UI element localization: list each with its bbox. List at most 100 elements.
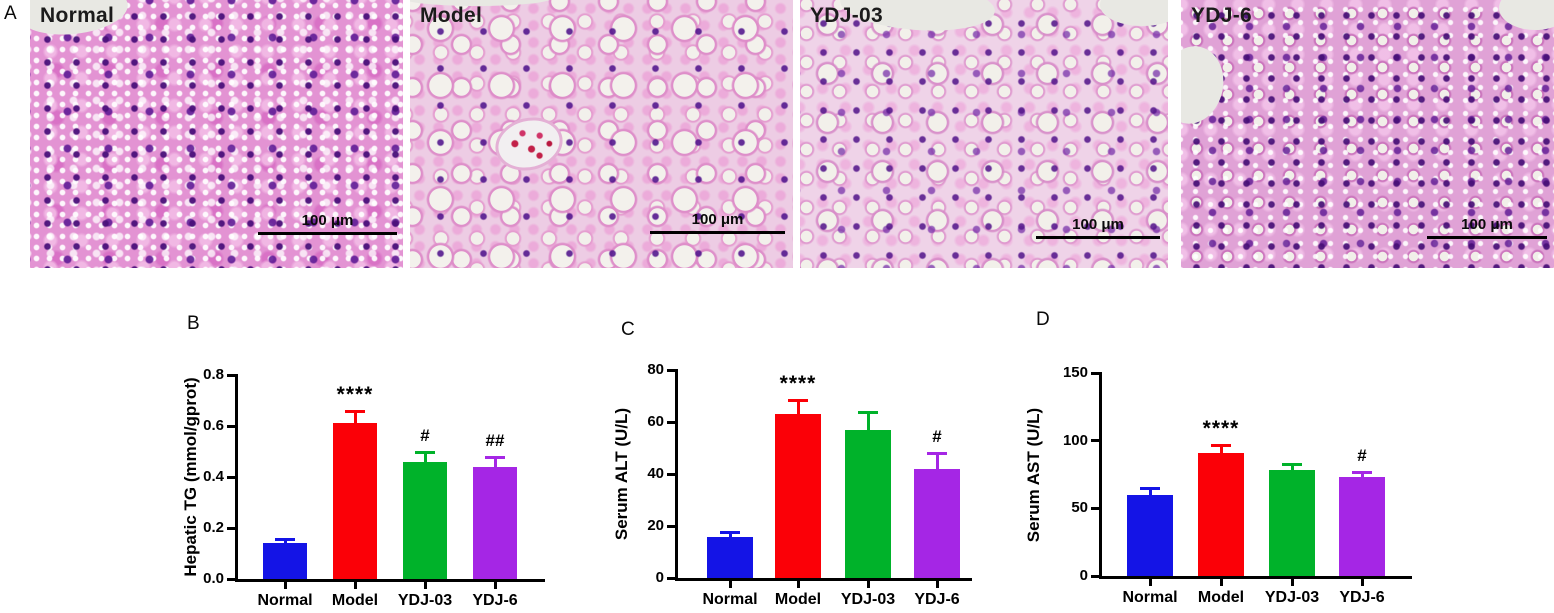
y-tick: [227, 424, 236, 428]
significance-annotation: #: [420, 425, 430, 445]
x-axis: [675, 578, 972, 581]
y-tick-label: 0.2: [203, 519, 224, 536]
error-bar: [423, 451, 427, 471]
y-tick-label: 0: [1079, 567, 1088, 584]
error-bar-cap: [788, 398, 808, 402]
scale-bar-label: 100 μm: [301, 212, 354, 229]
error-bar: [353, 410, 357, 433]
error-bar: [935, 453, 939, 478]
histology-label-ydj6: YDJ-6: [1191, 4, 1253, 27]
x-axis: [235, 579, 545, 582]
significance-annotation: ****: [779, 371, 817, 395]
scale-bar-line: [650, 231, 785, 234]
bar-model: [775, 414, 821, 578]
x-tick: [866, 581, 870, 588]
x-tick: [353, 582, 357, 589]
scale-bar-line: [1036, 236, 1160, 239]
panel-letter-a: A: [4, 3, 17, 24]
y-tick-label: 100: [1062, 431, 1088, 449]
histology-image-model: Model 100 μm: [410, 0, 793, 268]
error-bar: [493, 456, 497, 476]
error-bar-cap: [275, 538, 295, 542]
y-tick-label: 0.8: [203, 366, 224, 383]
y-tick-label: 0.0: [203, 570, 224, 587]
significance-annotation: #: [932, 427, 942, 447]
scale-bar-label: 100 μm: [1072, 216, 1124, 233]
error-bar-cap: [345, 409, 365, 413]
scale-bar: 100 μm: [258, 212, 397, 235]
error-bar: [1290, 463, 1294, 480]
histology-image-ydj6: YDJ-6 100 μm: [1181, 0, 1554, 268]
scale-bar-line: [1427, 236, 1547, 239]
error-bar: [1219, 444, 1223, 462]
x-tick: [1290, 579, 1294, 586]
significance-annotation: #: [1357, 445, 1367, 465]
x-category-label: Normal: [257, 592, 313, 609]
significance-annotation: ##: [485, 430, 505, 450]
x-tick: [728, 581, 732, 588]
x-category-label: YDJ-03: [840, 591, 896, 608]
histology-label-model: Model: [420, 4, 483, 27]
x-tick: [423, 582, 427, 589]
bar-ydj-6: [473, 466, 517, 579]
y-tick: [667, 472, 676, 476]
panel-letter-d: D: [1036, 309, 1050, 330]
error-bar: [866, 411, 870, 439]
y-axis-title: Hepatic TG (mmol/gprot): [181, 377, 200, 577]
x-category-label: YDJ-6: [914, 591, 960, 608]
x-category-label: Model: [1197, 589, 1245, 606]
significance-annotation: ****: [336, 382, 374, 406]
histology-image-normal: Normal 100 μm: [30, 0, 403, 268]
y-tick-label: 20: [647, 517, 664, 534]
y-tick-label: 60: [647, 413, 664, 430]
significance-annotation: ****: [1202, 416, 1240, 440]
error-bar-cap: [1140, 487, 1160, 491]
panel-letter-b: B: [187, 313, 200, 334]
error-bar: [1360, 471, 1364, 487]
x-tick: [493, 582, 497, 589]
bar-ydj-03: [1269, 470, 1315, 576]
y-tick: [227, 577, 236, 581]
error-bar-cap: [858, 410, 878, 414]
x-category-label: Model: [774, 591, 822, 608]
error-bar-cap: [485, 455, 505, 459]
error-bar: [728, 531, 732, 546]
tissue-gap-blob: [1181, 40, 1231, 130]
bar-ydj-03: [845, 429, 891, 578]
y-tick: [667, 420, 676, 424]
y-axis: [235, 374, 238, 582]
error-bar-cap: [927, 452, 947, 456]
x-category-label: Model: [331, 592, 379, 609]
x-tick: [1360, 579, 1364, 586]
y-tick: [227, 526, 236, 530]
tissue-gap-blob: [410, 0, 552, 6]
x-category-label: YDJ-03: [397, 592, 453, 609]
y-tick: [227, 475, 236, 479]
x-tick: [283, 582, 287, 589]
bar-model: [1198, 452, 1244, 576]
y-tick: [1091, 506, 1100, 510]
x-category-label: YDJ-6: [1339, 589, 1385, 606]
error-bar: [283, 539, 287, 553]
bar-ydj-03: [403, 461, 447, 579]
y-tick: [1091, 371, 1100, 375]
error-bar-cap: [1282, 462, 1302, 466]
histology-label-ydj03: YDJ-03: [810, 4, 884, 27]
y-tick-label: 0.6: [203, 417, 224, 434]
y-tick: [667, 524, 676, 528]
x-tick: [1148, 579, 1152, 586]
x-tick: [1219, 579, 1223, 586]
y-tick-label: 150: [1062, 364, 1088, 381]
y-axis-title: Serum AST (U/L): [1024, 407, 1043, 542]
y-tick: [667, 576, 676, 580]
blood-vessel: [489, 110, 569, 178]
x-category-label: Normal: [1122, 589, 1178, 606]
x-category-label: Normal: [702, 591, 758, 608]
histology-label-normal: Normal: [40, 4, 115, 27]
error-bar-cap: [720, 530, 740, 534]
scale-bar: 100 μm: [1036, 216, 1160, 239]
x-tick: [796, 581, 800, 588]
y-axis-title: Serum ALT (U/L): [612, 407, 631, 541]
x-category-label: YDJ-6: [472, 592, 518, 609]
